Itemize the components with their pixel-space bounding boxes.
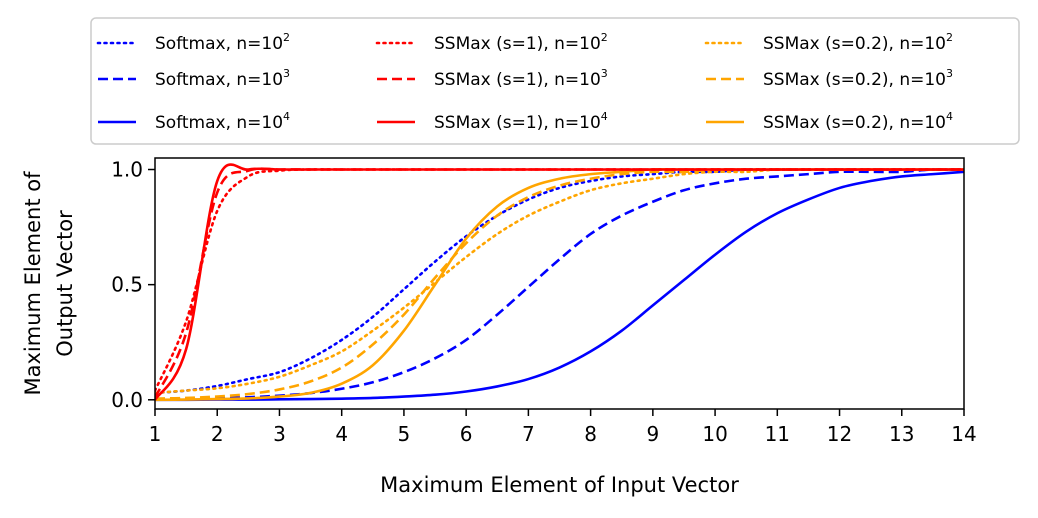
y-axis-label-line-1: Maximum Element of <box>21 171 45 396</box>
series-lines <box>155 163 964 402</box>
series-line-7 <box>155 168 964 395</box>
legend-label: SSMax (s=0.2), n=103 <box>763 67 953 90</box>
series-line-3 <box>155 170 964 402</box>
series-line-2 <box>155 168 964 401</box>
y-axis-label-line-2: Output Vector <box>53 210 77 357</box>
legend-label: SSMax (s=1), n=103 <box>434 67 608 90</box>
x-tick-label: 6 <box>460 422 473 446</box>
legend-label: Softmax, n=102 <box>155 31 290 54</box>
x-axis: 1 2 3 4 5 6 7 8 9 10 11 12 13 14 <box>149 409 977 446</box>
x-axis-label: Maximum Element of Input Vector <box>380 473 739 497</box>
x-tick-label: 2 <box>211 422 224 446</box>
legend-label: SSMax (s=0.2), n=104 <box>763 110 953 133</box>
legend-label: SSMax (s=1), n=102 <box>434 31 608 54</box>
legend-frame <box>90 17 1020 145</box>
series-line-4 <box>155 168 964 392</box>
legend-label: Softmax, n=104 <box>155 110 290 133</box>
x-tick-label: 7 <box>522 422 535 446</box>
x-tick-label: 4 <box>335 422 348 446</box>
x-tick-label: 13 <box>889 422 914 446</box>
x-tick-label: 14 <box>951 422 976 446</box>
x-tick-label: 3 <box>273 422 286 446</box>
legend-label: SSMax (s=1), n=104 <box>434 110 608 133</box>
x-tick-label: 10 <box>702 422 727 446</box>
y-tick-label: 0.5 <box>111 273 143 297</box>
legend-label: Softmax, n=103 <box>155 67 290 90</box>
x-tick-label: 9 <box>646 422 659 446</box>
y-axis: 0.0 0.5 1.0 <box>111 158 155 412</box>
y-axis-label: Maximum Element of Output Vector <box>21 171 77 396</box>
x-tick-label: 1 <box>149 422 162 446</box>
legend: Softmax, n=102 Softmax, n=103 Softmax, n=1… <box>90 17 1020 145</box>
x-tick-label: 11 <box>765 422 790 446</box>
y-tick-label: 1.0 <box>111 158 143 182</box>
plot-frame <box>154 157 965 410</box>
x-tick-label: 8 <box>584 422 597 446</box>
x-tick-label: 5 <box>398 422 411 446</box>
plot-background <box>155 158 964 409</box>
legend-label: SSMax (s=0.2), n=102 <box>763 31 953 54</box>
plot-area <box>154 157 965 410</box>
y-tick-label: 0.0 <box>111 388 143 412</box>
x-tick-label: 12 <box>827 422 852 446</box>
